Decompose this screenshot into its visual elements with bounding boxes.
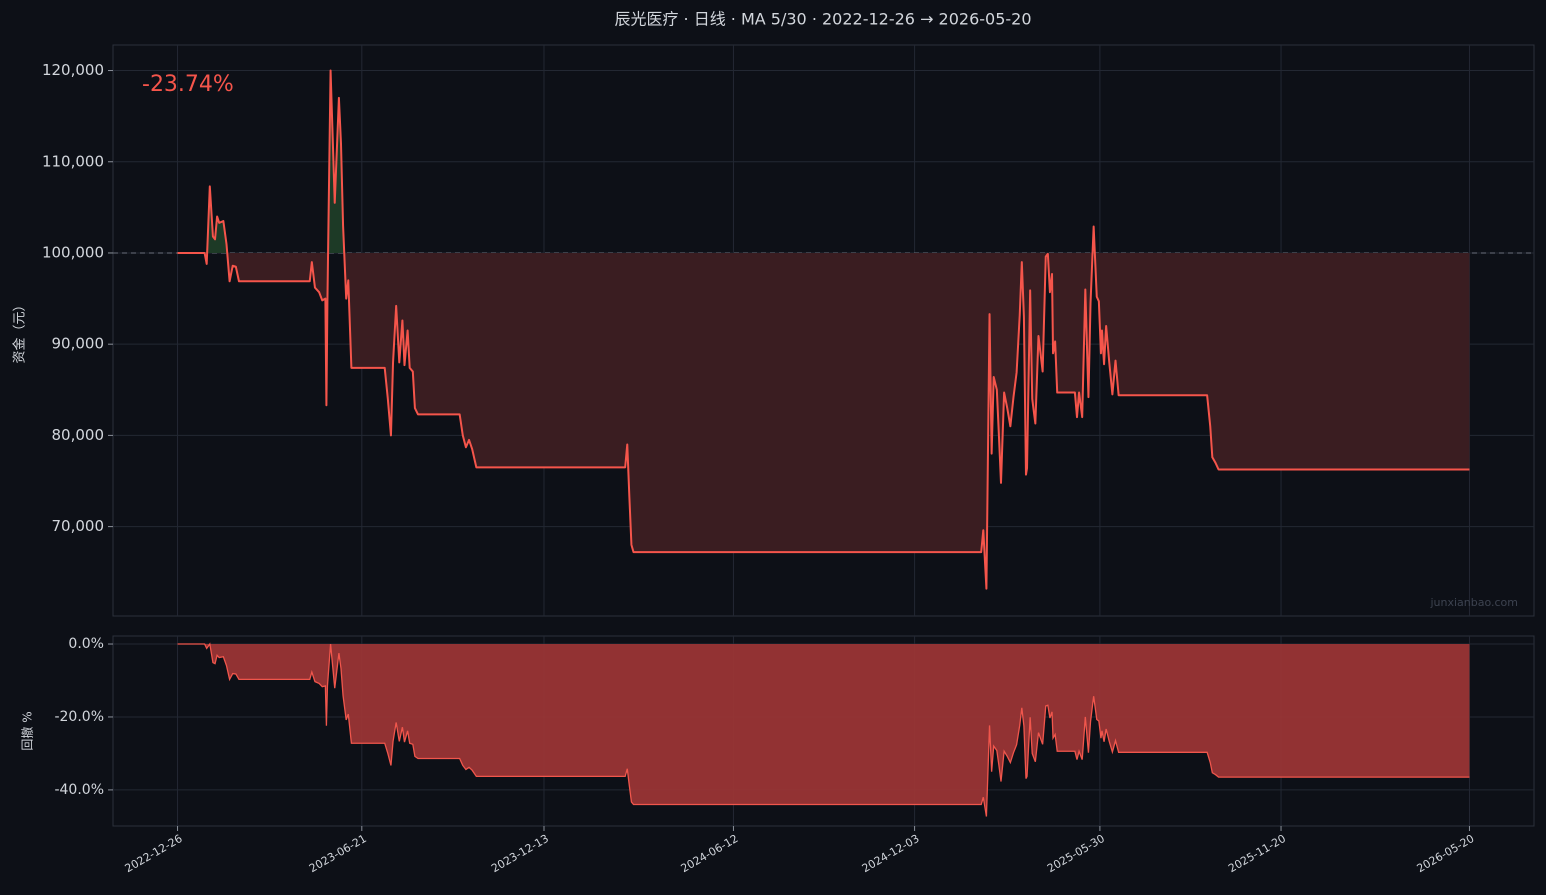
y-axis-label: 回撤 %	[20, 711, 35, 750]
x-tick-label: 2024-12-03	[860, 832, 922, 875]
y-tick-label: 110,000	[42, 152, 104, 170]
loss-area	[204, 253, 1470, 589]
drawdown-area	[177, 644, 1470, 817]
y-tick-label: 70,000	[52, 517, 105, 535]
x-tick-label: 2023-12-13	[489, 832, 551, 875]
x-tick-label: 2024-06-12	[679, 832, 741, 875]
chart-title: 辰光医疗 · 日线 · MA 5/30 · 2022-12-26 → 2026-…	[614, 10, 1031, 29]
x-tick-label: 2025-11-20	[1226, 832, 1288, 875]
drawdown-line	[177, 642, 1470, 817]
y-tick-label: -40.0%	[54, 782, 104, 798]
y-tick-label: 80,000	[52, 426, 105, 444]
y-tick-label: 120,000	[42, 61, 104, 79]
equity-line	[177, 69, 1470, 590]
x-tick-label: 2022-12-26	[123, 832, 185, 875]
x-tick-label: 2025-05-30	[1045, 832, 1107, 875]
x-tick-label: 2023-06-21	[307, 832, 369, 875]
watermark: junxianbao.com	[1429, 596, 1518, 609]
y-tick-label: 100,000	[42, 243, 104, 261]
y-tick-label: 0.0%	[68, 636, 104, 652]
y-tick-label: 90,000	[52, 335, 105, 353]
x-tick-label: 2026-05-20	[1415, 832, 1477, 875]
plot-layer: 70,000 80,000 90,000 100,000 110,000 120,000 -…	[42, 45, 1534, 875]
y-axis-label: 资金（元）	[12, 298, 28, 363]
return-annotation: -23.74%	[142, 72, 234, 97]
y-tick-label: -20.0%	[54, 709, 104, 725]
